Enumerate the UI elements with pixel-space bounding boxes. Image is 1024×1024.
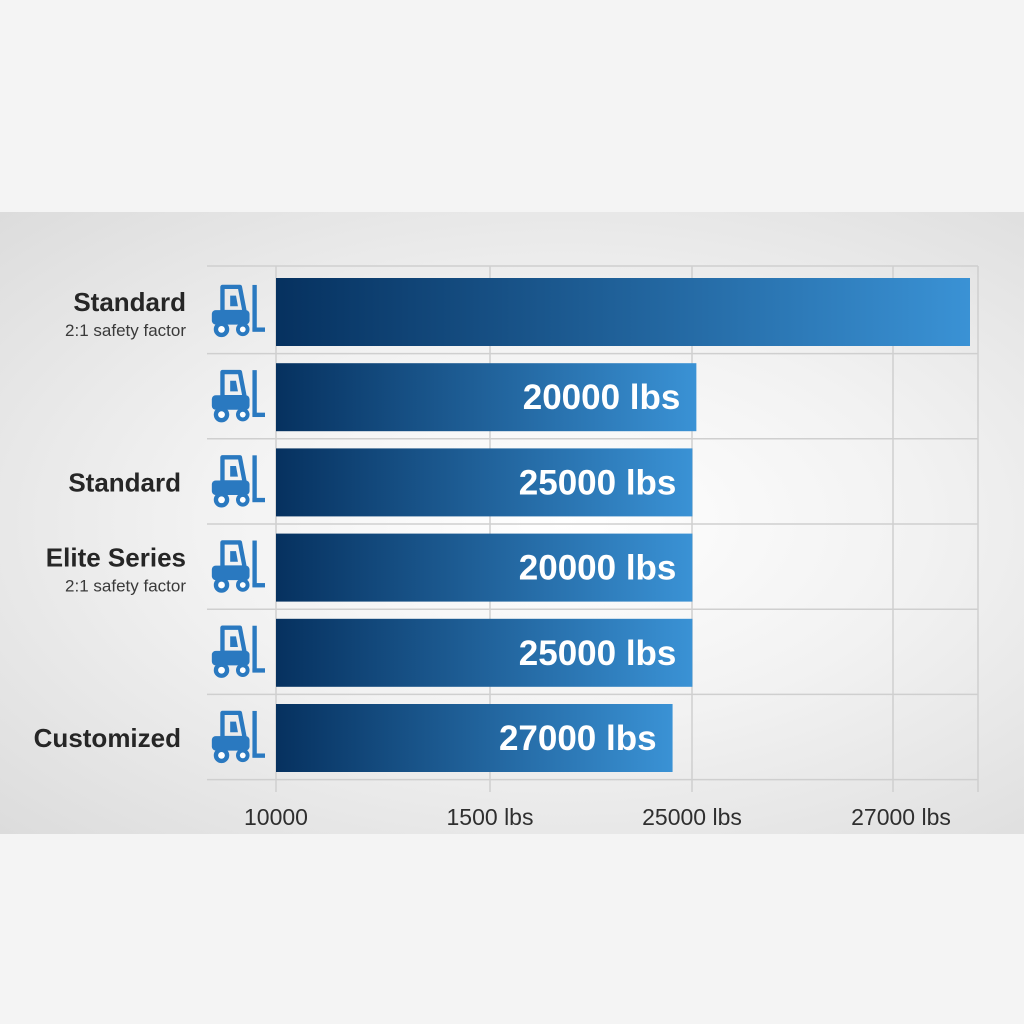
x-tick-label: 10000 (244, 804, 308, 830)
capacity-bar (276, 618, 693, 687)
forklift-icon (212, 541, 265, 593)
category-label: Standard (68, 467, 181, 497)
forklift-icon (212, 711, 265, 763)
category-sublabel: 2:1 safety factor (65, 321, 186, 340)
bar-value-label: 25000 lbs (519, 634, 677, 673)
capacity-bar (276, 533, 693, 602)
capacity-bar (276, 704, 673, 772)
bar-value-label: 27000 lbs (499, 719, 657, 758)
bar-value-label: 20000 lbs (523, 378, 681, 417)
capacity-bar (276, 448, 693, 517)
forklift-icon (212, 370, 265, 422)
category-label: Elite Series (46, 543, 186, 573)
bar-value-label: 25000 lbs (519, 463, 677, 502)
forklift-icon (212, 626, 265, 678)
category-label: Customized (34, 723, 181, 753)
forklift-icon (212, 455, 265, 507)
x-tick-label: 25000 lbs (642, 804, 742, 830)
x-tick-label: 1500 lbs (447, 804, 534, 830)
category-label: Standard (73, 287, 186, 317)
x-tick-label: 27000 lbs (851, 804, 951, 830)
capacity-bar (276, 363, 697, 432)
category-sublabel: 2:1 safety factor (65, 577, 186, 596)
capacity-bar (276, 278, 970, 346)
bar-value-label: 20000 lbs (519, 549, 677, 588)
forklift-icon (212, 285, 265, 337)
